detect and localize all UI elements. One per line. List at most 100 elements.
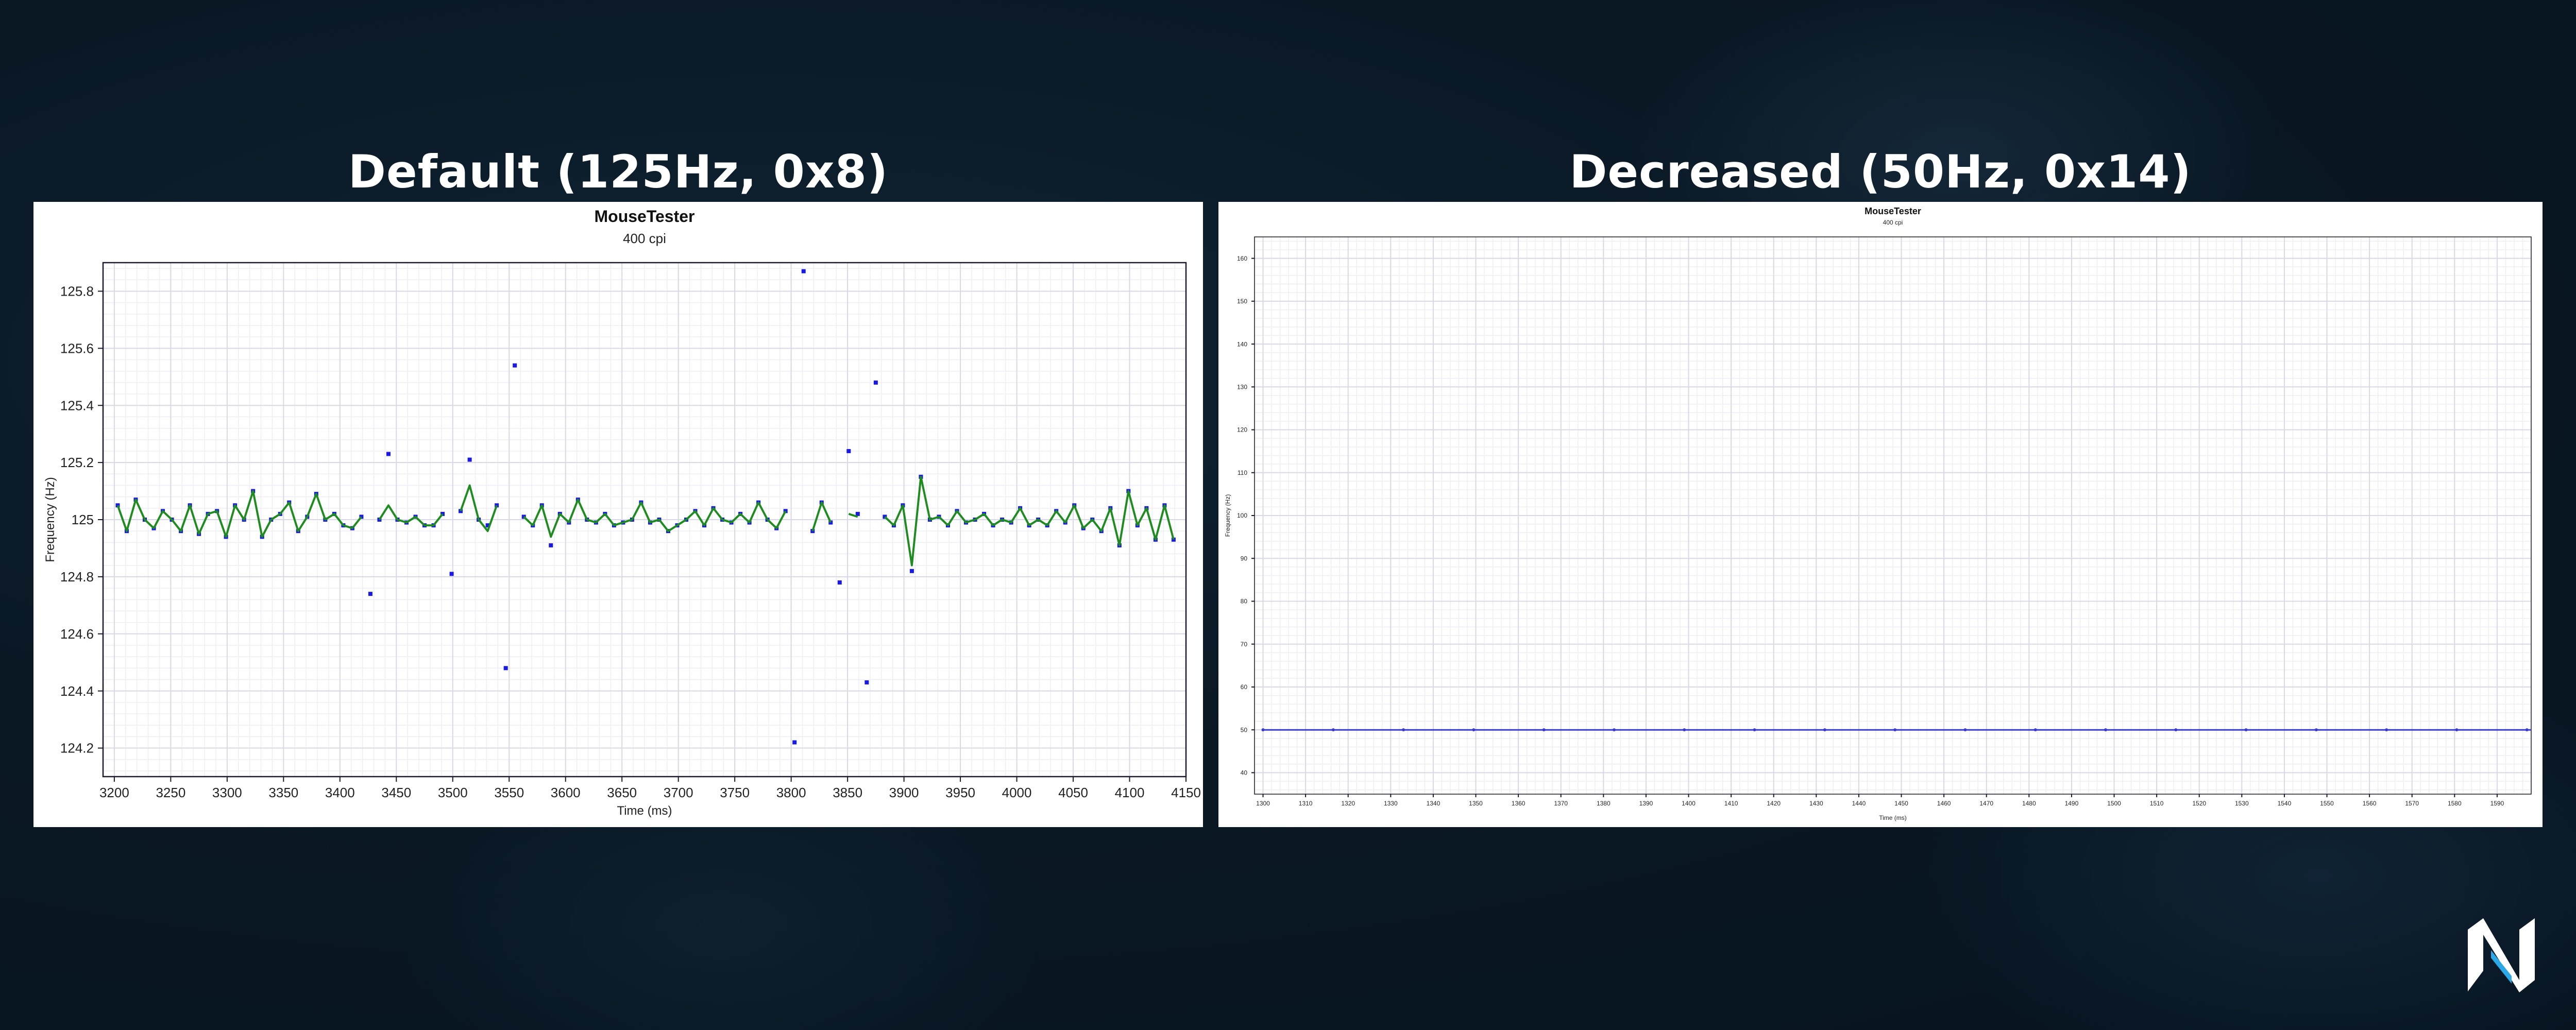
data-point — [1823, 728, 1826, 732]
data-point — [449, 572, 454, 576]
x-tick-label: 1570 — [2405, 800, 2419, 807]
data-point — [2033, 728, 2037, 732]
y-tick-label: 130 — [1237, 384, 1247, 391]
x-tick-label: 3800 — [776, 785, 806, 800]
data-point — [549, 543, 553, 547]
y-tick-label: 124.8 — [60, 569, 94, 585]
chart-subtitle: 400 cpi — [1883, 219, 1903, 226]
y-tick-label: 150 — [1237, 298, 1247, 305]
data-point — [386, 452, 391, 456]
x-axis-label: Time (ms) — [617, 804, 672, 818]
data-point — [1331, 728, 1335, 732]
data-point — [2385, 728, 2388, 732]
x-tick-label: 1420 — [1767, 800, 1781, 807]
x-tick-label: 1320 — [1341, 800, 1355, 807]
data-point — [368, 592, 372, 596]
x-tick-label: 3550 — [494, 785, 524, 800]
x-tick-label: 1370 — [1554, 800, 1568, 807]
x-tick-label: 3750 — [720, 785, 750, 800]
y-tick-label: 160 — [1237, 255, 1247, 262]
data-point — [783, 509, 788, 513]
x-tick-label: 1460 — [1937, 800, 1951, 807]
x-tick-label: 1560 — [2363, 800, 2377, 807]
series-line — [116, 475, 1175, 566]
x-tick-label: 3900 — [889, 785, 919, 800]
x-tick-label: 1330 — [1384, 800, 1398, 807]
x-tick-label: 1380 — [1597, 800, 1611, 807]
x-tick-label: 1520 — [2192, 800, 2206, 807]
x-tick-label: 4150 — [1171, 785, 1201, 800]
x-tick-label: 3650 — [607, 785, 637, 800]
x-tick-label: 3850 — [833, 785, 862, 800]
y-tick-label: 110 — [1238, 469, 1247, 476]
y-axis-label: Frequency (Hz) — [43, 477, 57, 562]
y-tick-label: 125.8 — [60, 284, 94, 299]
x-tick-label: 3600 — [551, 785, 581, 800]
x-tick-label: 1360 — [1512, 800, 1526, 807]
y-tick-label: 125.4 — [60, 398, 94, 413]
data-point — [1171, 537, 1176, 542]
data-point — [485, 523, 490, 528]
x-tick-label: 3250 — [156, 785, 185, 800]
data-point — [1893, 728, 1897, 732]
right-panel-heading: Decreased (50Hz, 0x14) — [1569, 145, 2192, 198]
data-point — [1753, 728, 1756, 732]
data-point — [2525, 728, 2529, 732]
data-point — [2104, 728, 2107, 732]
x-tick-label: 1540 — [2278, 800, 2292, 807]
y-tick-label: 70 — [1241, 641, 1248, 648]
x-tick-label: 3200 — [99, 785, 129, 800]
data-point — [1472, 728, 1476, 732]
y-tick-label: 124.6 — [60, 626, 94, 642]
x-tick-label: 3350 — [268, 785, 298, 800]
data-point — [792, 740, 797, 745]
y-tick-label: 100 — [1237, 512, 1247, 519]
data-point — [1963, 728, 1967, 732]
data-point — [828, 520, 833, 525]
x-tick-label: 3500 — [438, 785, 468, 800]
y-axis-label: Frequency (Hz) — [1224, 494, 1231, 537]
x-tick-label: 1530 — [2235, 800, 2249, 807]
left-chart-panel: 3200 3250 3300 3350 3400 3450 3500 3550 3600 3650… — [33, 202, 1203, 827]
data-point — [1683, 728, 1686, 732]
right-chart-svg: 1300 1310 1320 1330 1340 1350 1360 1370 1380 1390… — [1224, 206, 2532, 821]
nh-logo-icon — [2468, 918, 2535, 992]
y-tick-label: 125.2 — [60, 455, 94, 470]
x-tick-label: 4100 — [1115, 785, 1145, 800]
x-tick-label: 3300 — [212, 785, 242, 800]
chart-subtitle: 400 cpi — [623, 231, 666, 246]
x-tick-label: 3950 — [945, 785, 975, 800]
y-tick-label: 40 — [1241, 769, 1248, 777]
data-point — [1542, 728, 1546, 732]
data-point — [521, 514, 526, 519]
x-tick-label: 1500 — [2107, 800, 2121, 807]
y-tick-label: 125 — [72, 512, 94, 527]
x-tick-label: 3450 — [381, 785, 411, 800]
data-point — [1612, 728, 1616, 732]
data-point — [2455, 728, 2459, 732]
data-point — [883, 514, 887, 519]
x-tick-label: 4000 — [1002, 785, 1032, 800]
data-point — [495, 503, 499, 508]
data-point — [467, 457, 472, 462]
x-tick-label: 1310 — [1299, 800, 1313, 807]
x-tick-label: 1470 — [1979, 800, 1993, 807]
x-tick-label: 1340 — [1427, 800, 1440, 807]
data-point — [115, 503, 120, 508]
data-point — [2174, 728, 2178, 732]
data-point — [865, 680, 869, 685]
x-tick-label: 1430 — [1809, 800, 1823, 807]
x-tick-label: 1510 — [2150, 800, 2164, 807]
data-point — [2314, 728, 2318, 732]
y-tick-label: 80 — [1241, 598, 1248, 605]
y-tick-label: 124.2 — [60, 741, 94, 756]
y-tick-label: 125.6 — [60, 340, 94, 356]
y-tick-label: 124.4 — [60, 683, 94, 699]
x-tick-label: 1580 — [2448, 800, 2462, 807]
data-point — [359, 514, 364, 519]
x-tick-label: 3400 — [325, 785, 355, 800]
y-tick-label: 90 — [1241, 555, 1248, 562]
x-tick-label: 1450 — [1894, 800, 1908, 807]
data-point — [846, 449, 851, 453]
x-tick-label: 4050 — [1058, 785, 1088, 800]
